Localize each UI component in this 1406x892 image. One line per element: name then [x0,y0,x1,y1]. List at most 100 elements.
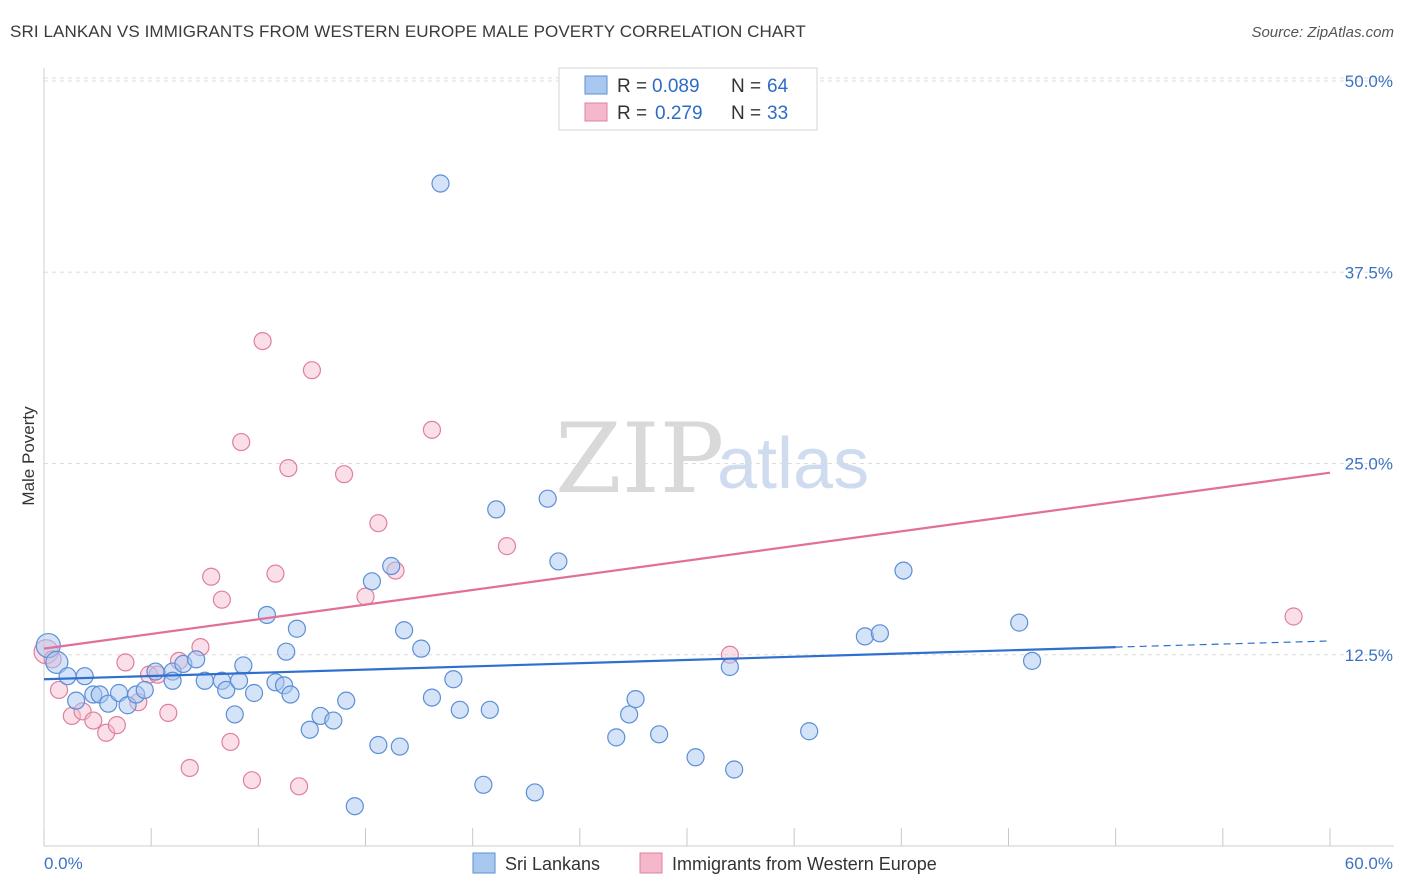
point-immigrants-western-europe [159,703,178,722]
point-sri-lankans [345,797,364,816]
point-sri-lankans [300,720,319,739]
point-sri-lankans [450,700,469,719]
point-sri-lankans [362,572,382,591]
point-sri-lankans [650,725,669,744]
point-sri-lankans [1010,613,1029,632]
series-legend: Sri Lankans Immigrants from Western Euro… [472,852,937,874]
point-immigrants-western-europe [49,680,69,700]
y-axis-label: Male Poverty [19,406,38,506]
point-immigrants-western-europe [232,432,251,452]
x-tick-label-max: 60.0% [1345,854,1393,873]
point-sri-lankans [422,688,442,707]
point-immigrants-western-europe [369,514,388,533]
source-credit: Source: ZipAtlas.com [1251,24,1394,41]
point-sri-lankans [626,690,645,709]
legend-swatch-pink [584,102,608,122]
point-sri-lankans [620,705,639,724]
point-immigrants-western-europe [84,711,103,730]
point-immigrants-western-europe [356,587,375,606]
y-tick-label: 50.0% [1345,72,1393,91]
bottom-legend-label-immigrants: Immigrants from Western Europe [672,854,937,874]
y-tick-label: 12.5% [1345,646,1393,665]
bottom-legend-swatch-pink [639,852,663,874]
point-sri-lankans [686,748,705,767]
point-immigrants-western-europe [279,458,298,478]
point-sri-lankans [607,728,626,747]
watermark-zip: ZIP [555,403,724,515]
point-immigrants-western-europe [1284,607,1303,626]
point-sri-lankans [229,671,249,690]
point-sri-lankans [394,621,414,640]
point-sri-lankans [538,489,557,508]
point-sri-lankans [324,711,343,730]
point-sri-lankans [720,657,739,677]
y-tick-label: 37.5% [1345,263,1393,282]
point-sri-lankans [480,700,499,719]
point-immigrants-western-europe [289,777,309,796]
point-immigrants-western-europe [422,420,442,439]
point-sri-lankans [1022,651,1042,670]
point-sri-lankans [45,650,69,675]
legend-r-value-2: 0.279 [655,103,703,124]
point-sri-lankans [287,619,307,638]
point-sri-lankans [234,656,253,675]
point-sri-lankans [146,662,165,681]
point-sri-lankans [244,683,264,703]
point-immigrants-western-europe [202,567,221,586]
point-sri-lankans [894,561,913,580]
legend-n-label-2: N = [731,103,761,124]
point-sri-lankans [474,775,493,794]
point-sri-lankans [281,685,300,704]
point-immigrants-western-europe [221,732,240,752]
trend-line-sri-lankans [43,646,1116,681]
point-sri-lankans [390,737,409,756]
legend-n-value-2: 33 [767,103,788,124]
point-sri-lankans [187,650,206,669]
point-sri-lankans [277,642,296,661]
bottom-legend-swatch-blue [472,852,496,874]
point-sri-lankans [444,670,463,689]
point-sri-lankans [382,556,401,576]
legend-r-label-1: R = [617,76,647,97]
point-sri-lankans [870,624,890,643]
point-immigrants-western-europe [253,332,272,351]
point-immigrants-western-europe [107,716,126,735]
y-axis-tick-labels: 12.5% 25.0% 37.5% 50.0% [1345,72,1393,665]
x-tick-label-min: 0.0% [44,854,83,873]
trend-line-sri-lankans-extrapolated [1115,640,1331,648]
point-sri-lankans [217,680,236,700]
point-sri-lankans [412,639,431,658]
point-immigrants-western-europe [212,590,231,609]
legend-r-value-1: 0.089 [652,76,700,97]
series-sri-lankans [35,174,1042,816]
point-sri-lankans [58,667,77,686]
point-sri-lankans [800,722,819,741]
legend-n-label-1: N = [731,76,761,97]
point-immigrants-western-europe [302,361,322,380]
bottom-legend-label-sri-lankans: Sri Lankans [505,854,600,874]
point-sri-lankans [337,691,356,710]
point-sri-lankans [725,760,744,779]
point-sri-lankans [67,691,86,710]
legend-n-value-1: 64 [767,76,789,97]
point-immigrants-western-europe [242,771,262,790]
point-sri-lankans [525,783,544,802]
point-immigrants-western-europe [266,564,285,583]
point-sri-lankans [135,680,154,700]
point-sri-lankans [431,174,450,193]
point-sri-lankans [99,694,118,713]
point-sri-lankans [257,605,277,625]
point-sri-lankans [369,735,388,755]
point-sri-lankans [487,500,506,519]
legend-r-label-2: R = [617,103,647,124]
chart-title: SRI LANKAN VS IMMIGRANTS FROM WESTERN EU… [10,22,806,41]
point-sri-lankans [549,552,568,571]
point-sri-lankans [855,627,874,646]
point-immigrants-western-europe [497,537,517,556]
point-immigrants-western-europe [116,653,135,672]
point-sri-lankans [225,705,244,724]
trend-lines [43,471,1331,681]
point-immigrants-western-europe [180,758,199,778]
trend-line-immigrants-western-europe [43,471,1331,650]
